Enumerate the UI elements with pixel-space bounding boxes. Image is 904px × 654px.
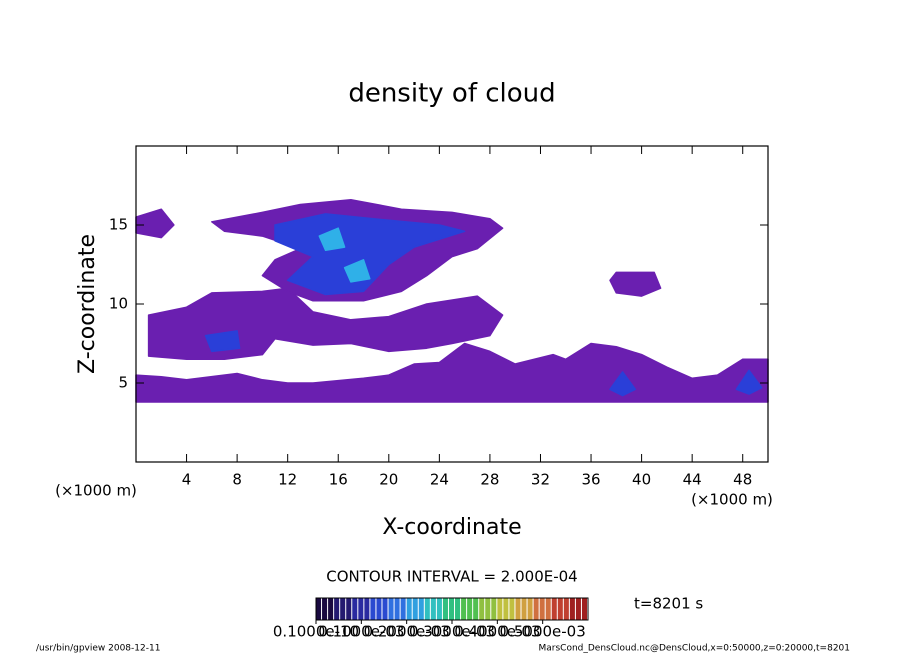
colorbar-swatch — [436, 598, 442, 620]
chart-title: density of cloud — [348, 79, 555, 109]
colorbar-tick-label: 0.1000e-10 — [273, 623, 359, 641]
colorbar-swatch — [515, 598, 521, 620]
colorbar-swatch — [376, 598, 382, 620]
colorbar-swatch — [455, 598, 461, 620]
x-tick-label: 16 — [329, 471, 348, 489]
colorbar-swatch — [316, 598, 322, 620]
x-tick-label: 28 — [480, 471, 499, 489]
colorbar-swatch — [509, 598, 515, 620]
colorbar-swatch — [569, 598, 575, 620]
colorbar-swatch — [322, 598, 328, 620]
contour-region — [318, 227, 346, 252]
colorbar-tick-label: 0.5000e-03 — [500, 623, 586, 641]
y-unit: (×1000 m) — [55, 482, 137, 500]
colorbar-swatch — [497, 598, 503, 620]
colorbar-swatch — [539, 598, 545, 620]
colorbar-swatch — [418, 598, 424, 620]
colorbar-swatch — [551, 598, 557, 620]
colorbar-swatch — [328, 598, 334, 620]
colorbar-swatch — [406, 598, 412, 620]
footer-left: /usr/bin/gpview 2008-12-11 — [36, 644, 160, 654]
x-tick-label: 40 — [632, 471, 651, 489]
colorbar-tick-label: 0.4000e-03 — [454, 623, 540, 641]
colorbar-swatch — [563, 598, 569, 620]
contour-region — [609, 271, 662, 297]
x-tick-label: 20 — [379, 471, 398, 489]
x-tick-label: 24 — [430, 471, 449, 489]
contour-region — [204, 330, 241, 353]
colorbar-swatch — [557, 598, 563, 620]
colorbar-swatch — [479, 598, 485, 620]
y-tick-label: 15 — [109, 216, 128, 234]
contour-region — [343, 259, 371, 283]
colorbar-swatch — [581, 598, 587, 620]
colorbar-swatch — [340, 598, 346, 620]
colorbar-tick-label: 0.1000e-03 — [318, 623, 404, 641]
contour-region — [735, 369, 763, 395]
colorbar-swatch — [370, 598, 376, 620]
x-tick-label: 32 — [531, 471, 550, 489]
colorbar-swatch — [358, 598, 364, 620]
colorbar-swatch — [503, 598, 509, 620]
colorbar-swatch — [461, 598, 467, 620]
colorbar-swatch — [575, 598, 581, 620]
x-tick-label: 36 — [581, 471, 600, 489]
x-tick-label: 12 — [278, 471, 297, 489]
colorbar-swatch — [400, 598, 406, 620]
colorbar-swatch — [527, 598, 533, 620]
colorbar-swatch — [346, 598, 352, 620]
footer-right: MarsCond_DensCloud.nc@DensCloud,x=0:5000… — [539, 644, 851, 654]
colorbar-swatch — [388, 598, 394, 620]
contour-interval: CONTOUR INTERVAL = 2.000E-04 — [326, 568, 577, 586]
colorbar-swatch — [485, 598, 491, 620]
y-tick-label: 10 — [109, 295, 128, 313]
colorbar-swatch — [491, 598, 497, 620]
colorbar-swatch — [364, 598, 370, 620]
colorbar-swatch — [412, 598, 418, 620]
x-unit: (×1000 m) — [691, 491, 773, 509]
colorbar-swatch — [442, 598, 448, 620]
time-label: t=8201 s — [634, 595, 703, 613]
x-axis-label: X-coordinate — [382, 515, 521, 540]
y-tick-label: 5 — [118, 374, 128, 392]
colorbar-swatch — [334, 598, 340, 620]
x-tick-label: 44 — [683, 471, 702, 489]
colorbar-tick-label: 0.3000e-03 — [409, 623, 495, 641]
colorbar-swatch — [521, 598, 527, 620]
colorbar-swatch — [382, 598, 388, 620]
contour-region — [609, 371, 637, 397]
colorbar-swatch — [424, 598, 430, 620]
colorbar-swatch — [448, 598, 455, 620]
colorbar-tick-label: 0.2000e-03 — [364, 623, 450, 641]
colorbar-swatch — [533, 598, 539, 620]
colorbar-swatch — [352, 598, 358, 620]
colorbar-swatch — [473, 598, 479, 620]
colorbar-swatch — [430, 598, 436, 620]
colorbar-swatch — [467, 598, 473, 620]
x-tick-label: 48 — [733, 471, 752, 489]
x-tick-label: 4 — [182, 471, 192, 489]
y-axis-label: Z-coordinate — [75, 234, 100, 374]
contour-region — [135, 342, 769, 403]
colorbar-swatch — [545, 598, 551, 620]
x-tick-label: 8 — [232, 471, 242, 489]
colorbar-swatch — [394, 598, 400, 620]
